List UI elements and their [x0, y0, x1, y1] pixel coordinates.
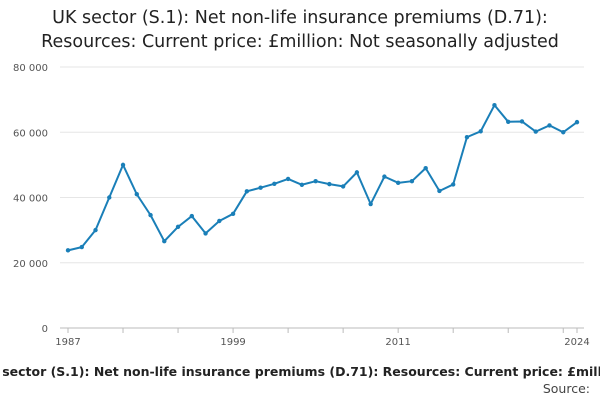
data-point: [285, 176, 291, 182]
data-point: [437, 188, 442, 194]
data-point: [506, 119, 511, 125]
data-point: [217, 218, 222, 224]
data-point: [395, 180, 401, 186]
chart-title: UK sector (S.1): Net non-life insurance …: [0, 6, 600, 54]
data-point: [244, 189, 250, 194]
x-tick-label: 2024: [564, 337, 589, 348]
data-point: [450, 182, 456, 187]
series-line: [67, 104, 578, 252]
data-point: [175, 224, 181, 230]
data-point: [547, 123, 552, 128]
gridlines: [60, 66, 584, 264]
data-point: [148, 212, 153, 218]
x-tick-label: 2011: [385, 337, 410, 348]
data-point: [93, 227, 98, 233]
chart-title-line-2: Resources: Current price: £million: Not …: [41, 32, 559, 52]
data-point: [203, 231, 208, 236]
data-point: [574, 119, 580, 125]
data-point: [65, 248, 71, 253]
data-point: [409, 178, 415, 184]
data-point: [120, 162, 126, 168]
data-point: [162, 239, 167, 244]
data-point: [382, 174, 387, 179]
data-point: [464, 134, 470, 140]
chart-title-line-1: UK sector (S.1): Net non-life insurance …: [52, 8, 548, 28]
y-tick-label: 40 000: [13, 194, 48, 205]
data-point: [533, 129, 538, 134]
x-tick-label: 1999: [220, 337, 245, 348]
axes: 0 20 000 40 000 60 000 80 000 1987 1999 2011 202…: [13, 63, 590, 348]
data-point: [354, 170, 360, 175]
data-point: [561, 130, 566, 135]
y-tick-label: 80 000: [13, 63, 48, 74]
data-point: [519, 119, 525, 124]
data-point: [230, 211, 236, 217]
y-tick-label: 20 000: [13, 259, 48, 270]
data-point: [478, 129, 483, 134]
data-point: [340, 184, 346, 189]
data-point: [327, 181, 332, 187]
y-tick-label: 60 000: [13, 128, 48, 139]
y-tick-label: 0: [42, 324, 48, 335]
data-point: [107, 195, 112, 200]
data-point: [313, 178, 318, 184]
x-tick-label: 1987: [55, 337, 80, 348]
data-point: [258, 185, 263, 190]
data-point: [79, 244, 84, 250]
series-layer: [65, 102, 580, 253]
data-point: [189, 213, 195, 219]
data-point: [368, 201, 373, 207]
legend: UK sector (S.1): Net non-life insurance …: [0, 364, 600, 379]
data-point: [134, 192, 139, 197]
legend-label: UK sector (S.1): Net non-life insurance …: [0, 364, 600, 379]
data-point: [299, 182, 305, 187]
data-point: [272, 181, 277, 186]
data-point: [423, 165, 428, 171]
source-label: Source:: [542, 381, 590, 396]
data-point: [492, 102, 497, 108]
